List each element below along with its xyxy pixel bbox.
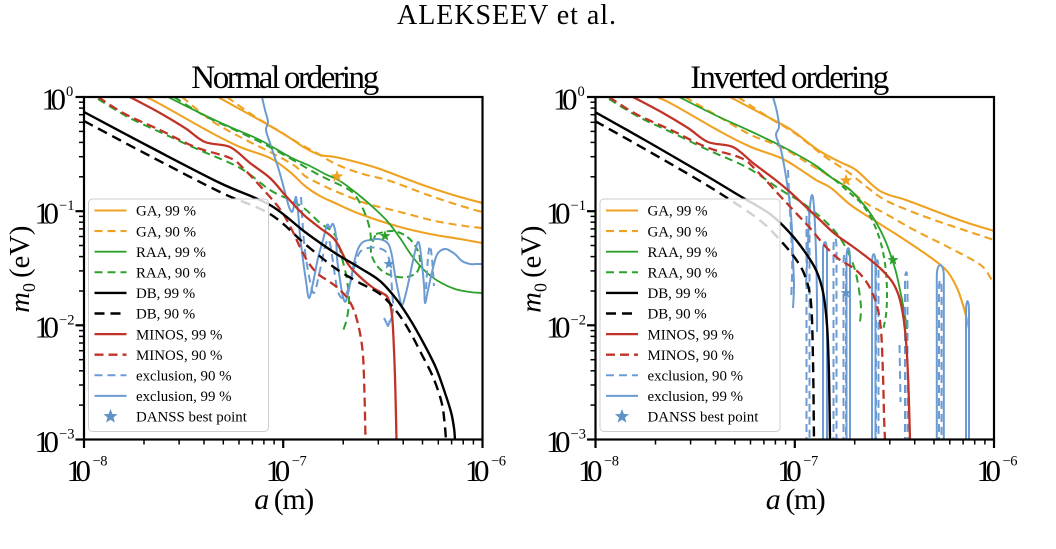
svg-text:−8: −8 — [93, 454, 108, 470]
svg-text:m0 (eV): m0 (eV) — [517, 226, 551, 313]
svg-text:GA, 90 %: GA, 90 % — [648, 224, 708, 240]
svg-text:10: 10 — [546, 424, 571, 459]
svg-text:−7: −7 — [803, 454, 818, 470]
svg-text:exclusion, 90 %: exclusion, 90 % — [136, 369, 232, 385]
svg-text:10: 10 — [465, 453, 490, 488]
svg-text:10: 10 — [67, 453, 92, 488]
svg-text:−7: −7 — [292, 454, 307, 470]
svg-text:−6: −6 — [491, 454, 506, 470]
svg-text:10: 10 — [546, 196, 571, 231]
svg-text:GA, 99 %: GA, 99 % — [648, 204, 708, 220]
svg-text:RAA, 90 %: RAA, 90 % — [136, 266, 206, 282]
svg-text:DB, 99 %: DB, 99 % — [648, 286, 707, 302]
svg-text:−8: −8 — [604, 454, 619, 470]
svg-text:Normal ordering: Normal ordering — [191, 60, 379, 96]
svg-text:−2: −2 — [571, 312, 587, 328]
svg-text:10: 10 — [977, 453, 1002, 488]
svg-text:−6: −6 — [1003, 454, 1018, 470]
svg-text:10: 10 — [35, 196, 60, 231]
svg-text:10: 10 — [35, 310, 60, 345]
svg-text:RAA, 99 %: RAA, 99 % — [648, 245, 718, 261]
svg-text:DB, 99 %: DB, 99 % — [136, 286, 195, 302]
svg-text:10: 10 — [266, 453, 291, 488]
svg-text:a (m): a (m) — [254, 483, 314, 516]
svg-text:RAA, 90 %: RAA, 90 % — [648, 266, 718, 282]
svg-text:0: 0 — [66, 84, 73, 100]
svg-text:GA, 90 %: GA, 90 % — [136, 224, 196, 240]
svg-text:Inverted ordering: Inverted ordering — [690, 60, 889, 96]
svg-text:DANSS best point: DANSS best point — [136, 410, 248, 426]
svg-text:10: 10 — [35, 424, 60, 459]
svg-text:10: 10 — [553, 81, 578, 116]
svg-text:−3: −3 — [59, 427, 75, 443]
svg-text:exclusion, 90 %: exclusion, 90 % — [648, 369, 744, 385]
svg-text:GA, 99 %: GA, 99 % — [136, 204, 196, 220]
svg-text:10: 10 — [578, 453, 603, 488]
svg-text:DB, 90 %: DB, 90 % — [648, 307, 707, 323]
svg-text:ALEKSEEV et al.: ALEKSEEV et al. — [397, 0, 616, 31]
svg-text:10: 10 — [42, 81, 67, 116]
svg-text:m0 (eV): m0 (eV) — [5, 226, 39, 313]
svg-text:0: 0 — [578, 84, 585, 100]
svg-text:a (m): a (m) — [766, 483, 826, 516]
svg-text:10: 10 — [546, 310, 571, 345]
svg-text:MINOS, 90 %: MINOS, 90 % — [136, 348, 222, 364]
svg-text:MINOS, 99 %: MINOS, 99 % — [648, 327, 734, 343]
svg-text:−1: −1 — [571, 198, 587, 214]
svg-text:DANSS best point: DANSS best point — [648, 410, 760, 426]
svg-text:MINOS, 90 %: MINOS, 90 % — [648, 348, 734, 364]
svg-text:−3: −3 — [571, 427, 587, 443]
svg-text:DB, 90 %: DB, 90 % — [136, 307, 195, 323]
svg-text:−1: −1 — [59, 198, 75, 214]
svg-text:exclusion, 99 %: exclusion, 99 % — [648, 389, 744, 405]
svg-text:MINOS, 99 %: MINOS, 99 % — [136, 327, 222, 343]
svg-text:10: 10 — [777, 453, 802, 488]
svg-text:RAA, 99 %: RAA, 99 % — [136, 245, 206, 261]
svg-text:−2: −2 — [59, 312, 75, 328]
svg-text:exclusion, 99 %: exclusion, 99 % — [136, 389, 232, 405]
